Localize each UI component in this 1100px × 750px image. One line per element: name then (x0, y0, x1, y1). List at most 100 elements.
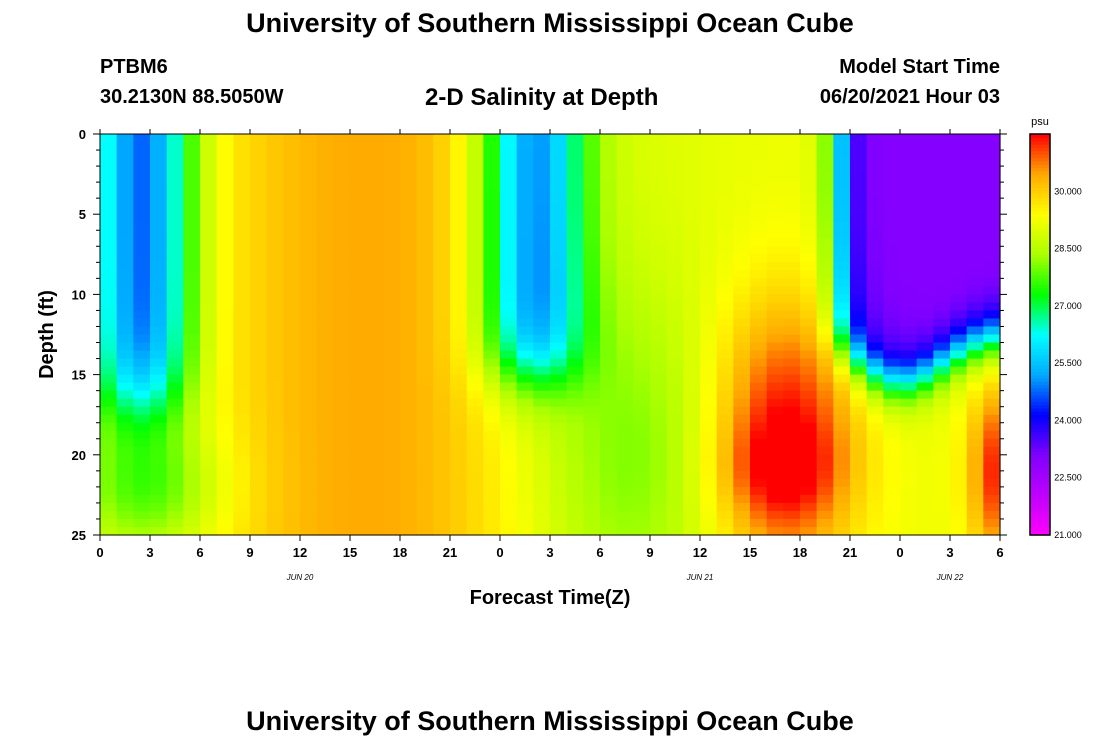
heatmap-cell (900, 270, 918, 279)
heatmap-cell (516, 302, 534, 312)
heatmap-cell (483, 310, 501, 320)
heatmap-cell (183, 310, 201, 320)
heatmap-cell (833, 310, 851, 320)
heatmap-cell (116, 190, 134, 199)
heatmap-cell (700, 446, 718, 456)
colorbar-segment (1030, 147, 1050, 152)
heatmap-cell (433, 390, 451, 400)
heatmap-cell (183, 478, 201, 488)
heatmap-cell (550, 278, 568, 287)
heatmap-cell (950, 326, 968, 336)
heatmap-cell (150, 478, 168, 488)
heatmap-cell (866, 166, 884, 175)
heatmap-cell (400, 350, 418, 360)
heatmap-cell (716, 206, 734, 215)
heatmap-cell (783, 470, 801, 480)
heatmap-cell (316, 182, 334, 191)
heatmap-cell (566, 166, 584, 175)
heatmap-cell (833, 174, 851, 183)
colorbar-segment (1030, 518, 1050, 523)
heatmap-cell (233, 486, 251, 496)
heatmap-cell (366, 166, 384, 175)
heatmap-cell (866, 134, 884, 143)
heatmap-cell (666, 294, 684, 304)
heatmap-cell (366, 406, 384, 416)
heatmap-cell (850, 358, 868, 368)
heatmap-cell (116, 262, 134, 271)
heatmap-cell (516, 334, 534, 344)
heatmap-cell (750, 478, 768, 488)
heatmap-cell (700, 318, 718, 328)
heatmap-cell (566, 174, 584, 183)
heatmap-cell (583, 166, 601, 175)
heatmap-cell (800, 382, 818, 392)
heatmap-cell (316, 198, 334, 207)
heatmap-cell (883, 494, 901, 504)
heatmap-cell (183, 278, 201, 287)
heatmap-cell (516, 430, 534, 440)
heatmap-cell (716, 526, 734, 536)
heatmap-cell (850, 526, 868, 536)
heatmap-cell (816, 494, 834, 504)
heatmap-cell (666, 326, 684, 336)
heatmap-cell (200, 238, 218, 247)
heatmap-cell (683, 502, 701, 512)
heatmap-cell (300, 486, 318, 496)
heatmap-cell (483, 438, 501, 448)
colorbar-segment (1030, 411, 1050, 416)
heatmap-cell (450, 150, 468, 159)
heatmap-cell (383, 454, 401, 464)
heatmap-cell (533, 134, 551, 143)
heatmap-cell (283, 166, 301, 175)
heatmap-cell (716, 142, 734, 151)
heatmap-cell (216, 134, 234, 143)
heatmap-cell (350, 342, 368, 352)
heatmap-cell (800, 414, 818, 424)
heatmap-cell (250, 206, 268, 215)
colorbar-segment (1030, 438, 1050, 443)
heatmap-cell (866, 174, 884, 183)
heatmap-cell (250, 174, 268, 183)
heatmap-cell (283, 478, 301, 488)
heatmap-cell (250, 278, 268, 287)
heatmap-cell (566, 286, 584, 295)
heatmap-cell (416, 366, 434, 376)
heatmap-cell (200, 502, 218, 512)
heatmap-cell (683, 166, 701, 175)
heatmap-cell (766, 134, 784, 143)
heatmap-cell (450, 134, 468, 143)
heatmap-cell (950, 414, 968, 424)
heatmap-cell (383, 374, 401, 384)
heatmap-cell (966, 518, 984, 528)
heatmap-cell (233, 318, 251, 328)
heatmap-cell (166, 454, 184, 464)
heatmap-cell (416, 166, 434, 175)
heatmap-cell (516, 398, 534, 408)
heatmap-cell (383, 326, 401, 336)
heatmap-cell (933, 182, 951, 191)
heatmap-cell (150, 454, 168, 464)
heatmap-cell (433, 502, 451, 512)
heatmap-cell (166, 230, 184, 239)
heatmap-cell (483, 286, 501, 295)
heatmap-cell (766, 198, 784, 207)
heatmap-cell (350, 262, 368, 271)
heatmap-cell (816, 278, 834, 287)
heatmap-cell (466, 302, 484, 312)
heatmap-cell (166, 238, 184, 247)
colorbar-segment (1030, 200, 1050, 205)
heatmap-cell (833, 382, 851, 392)
heatmap-cell (216, 438, 234, 448)
heatmap-cell (733, 142, 751, 151)
heatmap-cell (583, 526, 601, 536)
heatmap-cell (833, 318, 851, 328)
heatmap-cell (483, 326, 501, 336)
heatmap-cell (650, 190, 668, 199)
heatmap-cell (616, 342, 634, 352)
heatmap-cell (100, 182, 118, 191)
heatmap-cell (533, 278, 551, 287)
heatmap-cell (616, 206, 634, 215)
heatmap-cell (300, 246, 318, 255)
heatmap-cell (400, 374, 418, 384)
heatmap-cell (550, 142, 568, 151)
